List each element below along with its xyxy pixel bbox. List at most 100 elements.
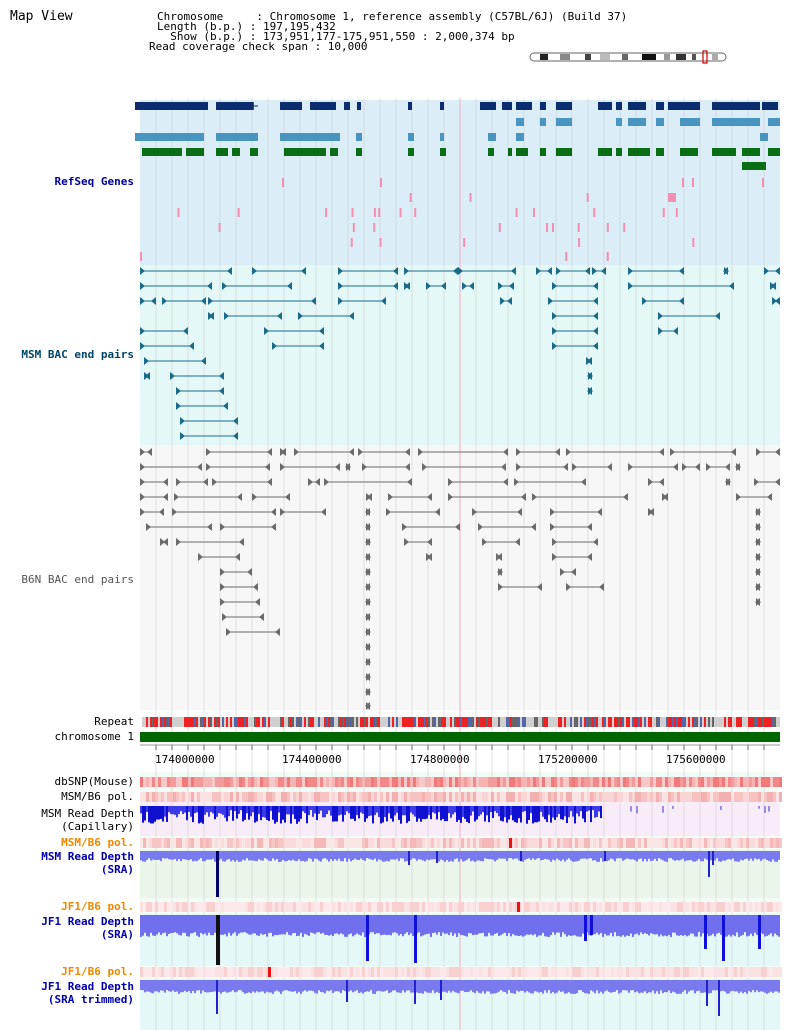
- msm-pol-bin: [344, 792, 347, 802]
- b6n-bac-pair-end: [159, 508, 164, 516]
- msm-pol-sra-bin: [356, 838, 359, 848]
- refseq-gene-exon: [712, 118, 760, 126]
- jf1-trim-depth: [590, 980, 592, 991]
- msm-capillary-depth: [314, 806, 316, 814]
- jf1-trim-depth: [778, 980, 780, 993]
- chromosome-ideogram[interactable]: [529, 50, 727, 64]
- repeat-element: [542, 717, 544, 727]
- repeat-element: [280, 717, 282, 727]
- msm-bac-pair-end: [219, 372, 224, 380]
- jf1-sra-depth: [772, 915, 774, 937]
- refseq-gene-exon: [656, 148, 664, 156]
- msm-sra-depth: [576, 851, 578, 862]
- jf1-pol-trim-bin: [500, 967, 503, 977]
- msm-sra-depth: [460, 851, 462, 860]
- msm-pol-bin: [530, 792, 533, 802]
- dbsnp-bin: [143, 777, 146, 787]
- msm-bac-end-pairs-label[interactable]: MSM BAC end pairs: [21, 348, 134, 361]
- refseq-gene-exon: [216, 133, 258, 141]
- msm-sra-depth: [596, 851, 598, 862]
- b6n-bac-pair-end: [515, 538, 520, 546]
- jf1-pol-trim-bin: [311, 967, 314, 977]
- dbsnp-bin: [224, 777, 227, 787]
- msm-sra-depth: [752, 851, 754, 861]
- msm-sra-depth: [412, 851, 414, 859]
- jf1-trim-depth: [218, 980, 220, 992]
- repeat-element: [468, 717, 470, 727]
- jf1-sra-depth: [214, 915, 216, 933]
- jf1-sra-depth: [170, 915, 172, 934]
- jf1-pol-trim-bin: [239, 967, 242, 977]
- jf1-trim-depth: [404, 980, 406, 993]
- repeat-element: [662, 717, 664, 727]
- jf1-trim-depth: [436, 980, 438, 992]
- msm-pol-sra-bin: [260, 838, 263, 848]
- msm-capillary-depth: [454, 806, 456, 813]
- b6n-bac-pair-end: [521, 493, 526, 501]
- dbsnp-bin: [374, 777, 377, 787]
- jf1-pol-bin: [572, 902, 575, 912]
- msm-sra-depth: [250, 851, 252, 861]
- b6n-bac-pair-end: [365, 702, 370, 710]
- jf1-pol-bin: [539, 902, 542, 912]
- dbsnp-bin: [158, 777, 161, 787]
- refseq-gene-exon: [656, 102, 664, 110]
- jf1-trim-depth: [518, 980, 520, 992]
- jf1-trim-depth: [342, 980, 344, 991]
- repeat-element: [602, 717, 604, 727]
- msm-sra-depth: [498, 851, 500, 859]
- msm-sra-depth: [634, 851, 636, 861]
- msm-sra-depth: [494, 851, 496, 862]
- msm-bac-pair-end: [319, 327, 324, 335]
- b6n-bac-pair-end: [362, 463, 367, 471]
- msm-pol-sra-bin: [659, 838, 662, 848]
- axis-tick-label: 174400000: [282, 753, 342, 766]
- msm-pol-sra-bin: [320, 838, 323, 848]
- msm-pol-bin: [551, 792, 554, 802]
- b6n-bac-pair-end: [147, 448, 152, 456]
- msm-capillary-depth: [212, 806, 214, 814]
- b6n-bac-end-pairs-label[interactable]: B6N BAC end pairs: [21, 573, 134, 586]
- dbsnp-bin: [713, 777, 716, 787]
- msm-pol-bin: [260, 792, 263, 802]
- jf1-sra-depth: [734, 915, 736, 937]
- msm-pol-sra-bin: [548, 838, 551, 848]
- msm-sra-depth: [608, 851, 610, 861]
- repeat-element: [378, 717, 380, 727]
- msm-pol-bin: [566, 792, 569, 802]
- dbsnp-bin: [548, 777, 551, 787]
- msm-capillary-depth: [464, 806, 466, 819]
- msm-capillary-depth: [572, 806, 574, 817]
- repeat-element: [698, 717, 700, 727]
- msm-pol-sra-bin: [599, 838, 602, 848]
- msm-pol-sra-bin: [257, 838, 260, 848]
- jf1-pol-trim-bin: [221, 967, 224, 977]
- jf1-trim-depth: [278, 980, 280, 992]
- repeat-element: [656, 717, 658, 727]
- refseq-gene-exon: [726, 102, 760, 110]
- msm-pol-sra-bin: [665, 838, 668, 848]
- msm-pol-sra-bin: [299, 838, 302, 848]
- msm-sra-depth: [642, 851, 644, 862]
- dbsnp-bin: [638, 777, 641, 787]
- msm-pol-bin: [359, 792, 362, 802]
- refseq-gene-exon: [712, 102, 726, 110]
- msm-sra-depth: [564, 851, 566, 862]
- jf1-pol-trim-bin: [677, 967, 680, 977]
- jf1-sra-depth: [516, 915, 518, 936]
- msm-capillary-depth: [578, 806, 580, 817]
- repeat-element: [344, 717, 346, 727]
- jf1-sra-depth: [308, 915, 310, 936]
- b6n-bac-pair-end: [172, 508, 177, 516]
- msm-bac-pair-end: [556, 267, 561, 275]
- repeat-element: [560, 717, 562, 727]
- jf1-pol-bin: [182, 902, 185, 912]
- repeat-element: [438, 717, 440, 727]
- msm-pol-bin: [677, 792, 680, 802]
- repeat-element: [718, 717, 720, 727]
- jf1-sra-depth: [598, 915, 600, 935]
- jf1-pol-trim-bin: [371, 967, 374, 977]
- jf1-pol-bin: [242, 902, 245, 912]
- refseq-genes-label[interactable]: RefSeq Genes: [54, 175, 134, 188]
